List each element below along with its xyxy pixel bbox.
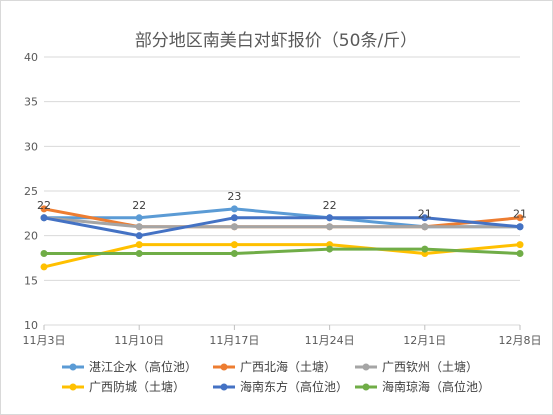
series-line xyxy=(43,216,520,229)
y-tick-label: 30 xyxy=(24,140,38,153)
data-point xyxy=(40,205,48,213)
legend-item: 海南东方（高位池） xyxy=(213,379,348,394)
data-label: 21 xyxy=(418,208,432,221)
data-label: 23 xyxy=(227,190,241,203)
legend-label: 广西北海（土塘） xyxy=(240,359,336,374)
data-point xyxy=(326,223,334,231)
data-label: 22 xyxy=(323,199,337,212)
legend-item: 广西防城（土塘） xyxy=(62,379,185,394)
y-tick-label: 20 xyxy=(24,230,38,243)
legend-label: 广西钦州（土塘） xyxy=(382,359,478,374)
data-point xyxy=(516,250,524,258)
x-tick-label: 12月1日 xyxy=(403,334,446,347)
y-tick-label: 10 xyxy=(24,319,38,332)
data-label: 21 xyxy=(513,208,527,221)
data-point xyxy=(135,223,143,231)
series-line xyxy=(43,243,521,269)
legend-item: 广西钦州（土塘） xyxy=(355,359,478,374)
data-point xyxy=(516,214,524,222)
data-point xyxy=(135,232,143,240)
series-4 xyxy=(40,214,524,240)
series-5 xyxy=(40,245,524,258)
x-tick-label: 11月10日 xyxy=(114,334,164,347)
data-point xyxy=(230,205,238,213)
legend-swatch-marker xyxy=(220,363,228,371)
legend-item: 湛江企水（高位池） xyxy=(62,359,197,374)
y-tick-label: 25 xyxy=(24,185,38,198)
legend-label: 海南东方（高位池） xyxy=(240,379,348,394)
data-point xyxy=(421,223,429,231)
data-point xyxy=(326,245,334,253)
data-point xyxy=(326,214,334,222)
legend-swatch-marker xyxy=(69,363,77,371)
data-point xyxy=(135,241,143,249)
y-axis: 10 15 20 25 30 35 40 xyxy=(24,51,38,332)
x-tick-label: 12月8日 xyxy=(499,334,542,347)
x-axis: 11月3日 11月10日 11月17日 11月24日 12月1日 12月8日 xyxy=(23,325,542,347)
legend-item: 海南琼海（高位池） xyxy=(355,379,490,394)
legend: 湛江企水（高位池） 广西北海（土塘） 广西钦州（土塘） 广西防城（土塘） 海南东方（高位… xyxy=(62,359,490,394)
data-point xyxy=(230,214,238,222)
data-label: 22 xyxy=(132,199,146,212)
data-point xyxy=(516,223,524,231)
data-point xyxy=(135,214,143,222)
legend-swatch-marker xyxy=(362,363,370,371)
series-line xyxy=(44,247,521,256)
series-group xyxy=(40,205,524,271)
data-point xyxy=(40,250,48,258)
chart-title: 部分地区南美白对虾报价（50条/斤） xyxy=(135,31,417,51)
legend-label: 海南琼海（高位池） xyxy=(382,379,490,394)
data-point xyxy=(230,241,238,249)
gridlines xyxy=(44,56,520,326)
y-tick-label: 40 xyxy=(24,51,38,64)
y-tick-label: 35 xyxy=(24,96,38,109)
data-labels: 22 22 23 22 21 21 xyxy=(37,190,527,221)
data-point xyxy=(135,250,143,258)
legend-item: 广西北海（土塘） xyxy=(213,359,336,374)
data-point xyxy=(40,263,48,271)
legend-label: 广西防城（土塘） xyxy=(89,379,185,394)
data-point xyxy=(40,214,48,222)
legend-swatch-marker xyxy=(220,383,228,391)
x-tick-label: 11月3日 xyxy=(23,334,66,347)
data-point xyxy=(230,250,238,258)
data-label: 22 xyxy=(37,199,51,212)
data-point xyxy=(230,223,238,231)
series-3 xyxy=(40,241,524,271)
data-point xyxy=(421,214,429,222)
x-tick-label: 11月24日 xyxy=(305,334,355,347)
data-point xyxy=(516,241,524,249)
data-point xyxy=(421,245,429,253)
y-tick-label: 15 xyxy=(24,274,38,287)
legend-swatch-marker xyxy=(362,383,370,391)
series-line xyxy=(43,216,521,238)
legend-label: 湛江企水（高位池） xyxy=(89,359,197,374)
x-tick-label: 11月17日 xyxy=(209,334,259,347)
legend-swatch-marker xyxy=(69,383,77,391)
